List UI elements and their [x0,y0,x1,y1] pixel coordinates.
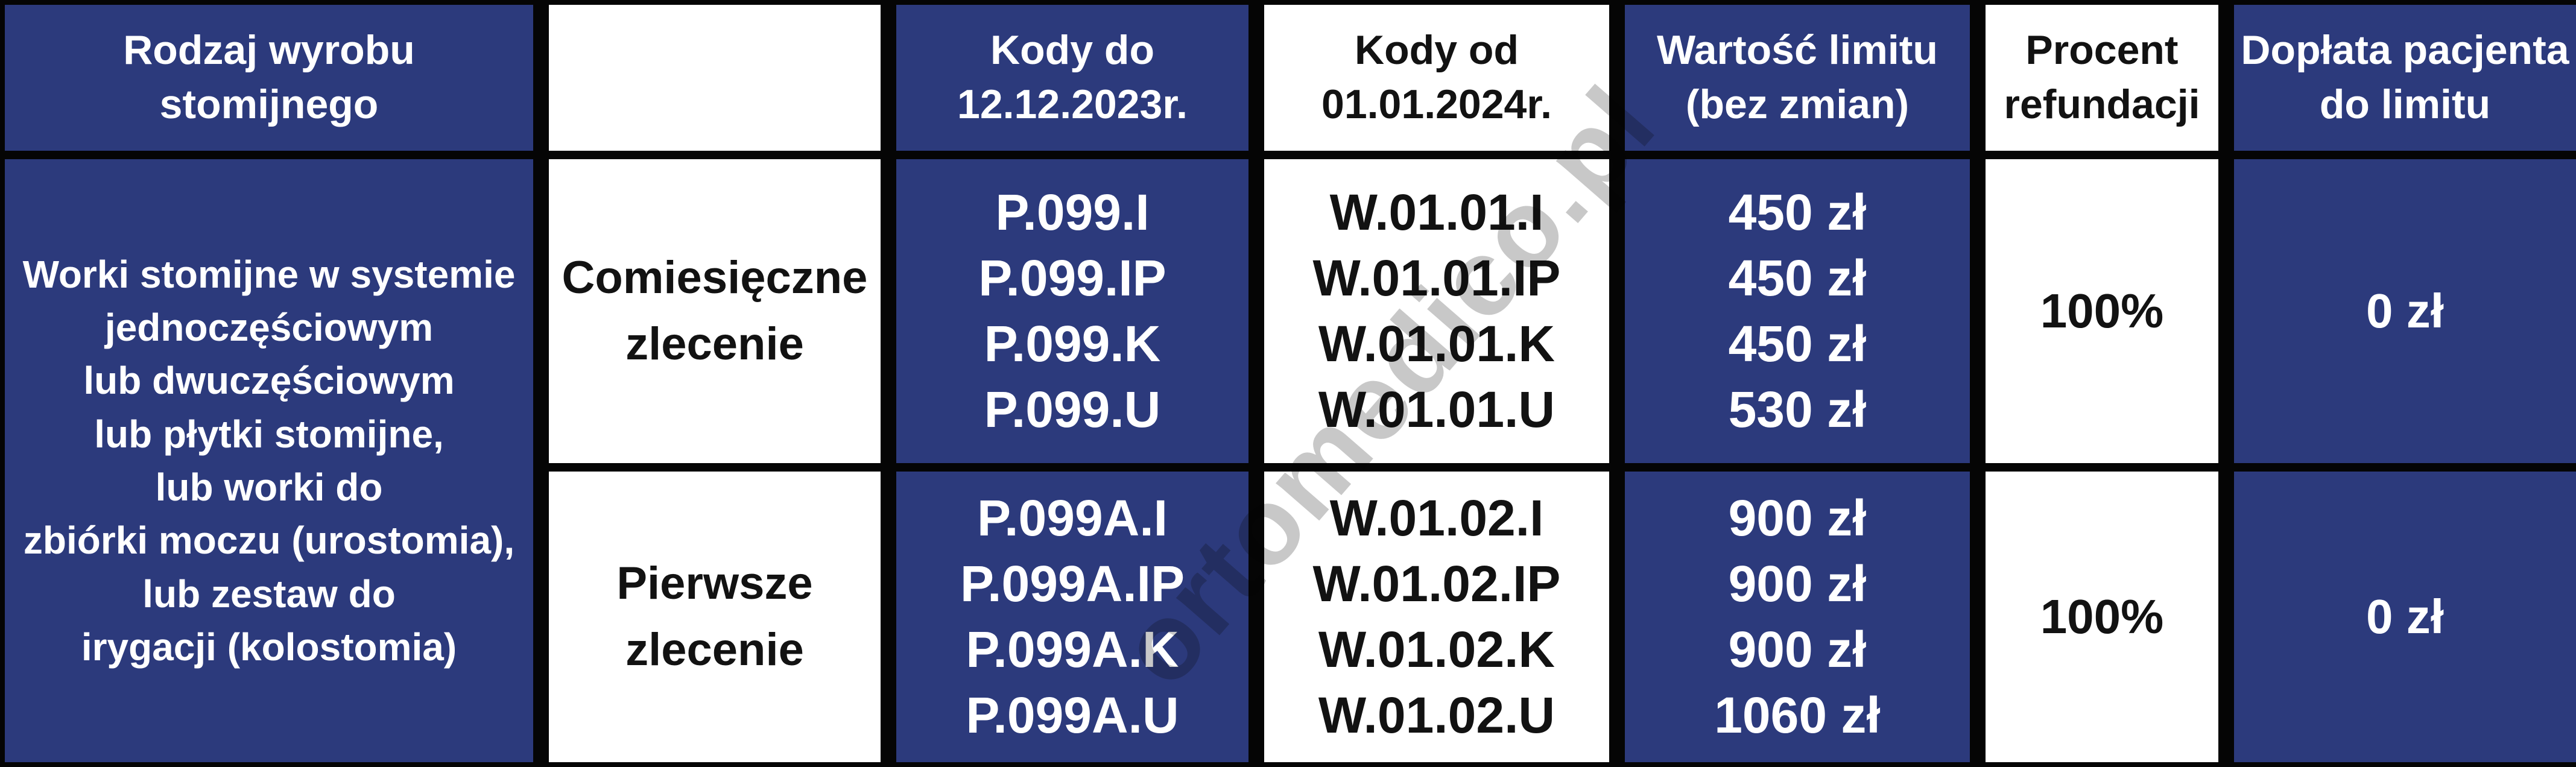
header-codes-new: Kody od 01.01.2024r. [1264,5,1609,151]
header-limit-value: Wartość limitu (bez zmian) [1625,5,1970,151]
codes-old-cell: P.099A.I P.099A.IP P.099A.K P.099A.U [896,472,1248,762]
header-product-type: Rodzaj wyrobu stomijnego [5,5,533,151]
refund-percent-value: 100% [2040,284,2164,338]
refund-percent-cell: 100% [1986,472,2218,762]
patient-payment-cell: 0 zł [2234,472,2576,762]
header-patient-payment: Dopłata pacjenta do limitu [2234,5,2576,151]
header-codes-old: Kody do 12.12.2023r. [896,5,1248,151]
header-refund-percent: Procent refundacji [1986,5,2218,151]
limit-values-cell: 900 zł 900 zł 900 zł 1060 zł [1625,472,1970,762]
refund-percent-cell: 100% [1986,159,2218,463]
product-type-cell: Worki stomijne w systemie jednoczęściowym… [5,159,533,762]
limit-values-cell: 450 zł 450 zł 450 zł 530 zł [1625,159,1970,463]
order-type-cell: Pierwsze zlecenie [549,472,881,762]
header-empty [549,5,881,151]
order-type-cell: Comiesięczne zlecenie [549,159,881,463]
codes-new-cell: W.01.02.I W.01.02.IP W.01.02.K W.01.02.U [1264,472,1609,762]
patient-payment-cell: 0 zł [2234,159,2576,463]
patient-payment-value: 0 zł [2366,590,2444,643]
patient-payment-value: 0 zł [2366,284,2444,338]
codes-new-cell: W.01.01.I W.01.01.IP W.01.01.K W.01.01.U [1264,159,1609,463]
codes-old-cell: P.099.I P.099.IP P.099.K P.099.U [896,159,1248,463]
refund-percent-value: 100% [2040,590,2164,643]
